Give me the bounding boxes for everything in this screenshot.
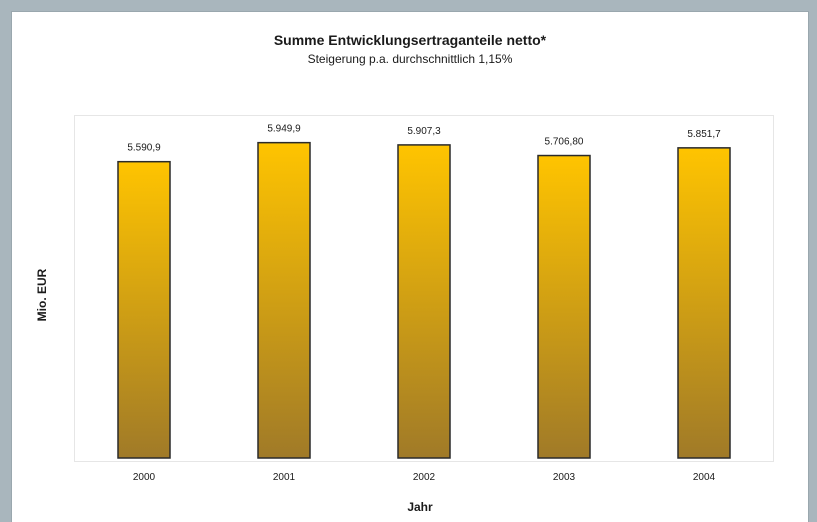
bar-chart: 5.590,9 2000 5.949,9 2001 5.907,3 2002 5.706,8… (117, 124, 731, 483)
bar-2003 (537, 154, 591, 459)
x-tick-label-2002: 2002 (413, 472, 436, 483)
data-label-2002: 5.907,3 (407, 126, 441, 137)
x-tick-label-2004: 2004 (693, 472, 716, 483)
x-tick-label-2000: 2000 (133, 472, 156, 483)
x-tick-label-2001: 2001 (273, 472, 296, 483)
x-tick-label-2003: 2003 (553, 472, 576, 483)
bar-2001 (257, 141, 311, 459)
bar-2002 (397, 144, 451, 459)
data-label-2001: 5.949,9 (267, 124, 301, 135)
chart-panel: Summe Entwicklungsertraganteile netto* S… (12, 12, 808, 522)
x-axis-label: Jahr (407, 500, 433, 514)
data-label-2003: 5.706,80 (545, 137, 584, 148)
data-label-2004: 5.851,7 (687, 129, 721, 140)
chart-title: Summe Entwicklungsertraganteile netto* (273, 32, 547, 48)
plot-area (74, 115, 774, 462)
bar-2000 (117, 160, 171, 459)
data-label-2000: 5.590,9 (127, 143, 161, 154)
bar-2004 (677, 147, 731, 459)
chart-subtitle: Steigerung p.a. durchschnittlich 1,15% (307, 52, 513, 66)
